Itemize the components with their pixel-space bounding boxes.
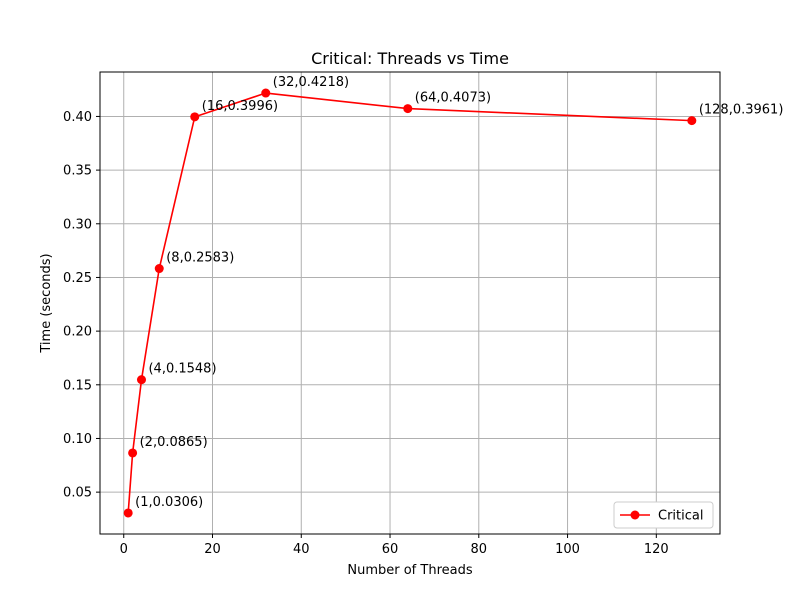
y-tick-label: 0.20 [63,325,92,340]
plot-frame [99,71,721,535]
point-annotations: (1,0.0306) (2,0.0865) (4,0.1548) (8,0.2583)… [135,75,783,510]
x-tick-label: 100 [555,542,580,557]
y-tick-label: 0.30 [63,217,92,232]
data-point-label: (32,0.4218) [273,75,349,90]
data-point-label: (128,0.3961) [699,103,784,118]
x-tick-label: 60 [382,542,399,557]
data-point-marker [403,104,413,114]
x-tick-label: 40 [293,542,310,557]
data-point-marker [261,88,271,98]
legend-box [613,501,714,529]
data-point-marker [136,375,146,385]
x-axis-label: Number of Threads [347,563,472,578]
data-point-label: (16,0.3996) [202,99,278,114]
grid [100,72,720,534]
x-tick-label: 0 [120,542,128,557]
x-axis-ticks: 0 20 40 60 80 100 120 [120,534,669,557]
legend: Critical [613,501,714,529]
x-tick-label: 80 [471,542,488,557]
y-tick-label: 0.25 [63,271,92,286]
legend-marker-swatch [630,510,640,520]
y-tick-label: 0.15 [63,378,92,393]
data-point-label: (4,0.1548) [148,362,216,377]
data-point-marker [687,116,697,126]
y-tick-label: 0.40 [63,110,92,125]
series-line [127,92,692,514]
data-point-marker [154,264,164,274]
data-point-label: (8,0.2583) [166,251,234,266]
data-point-marker [123,508,133,518]
y-tick-label: 0.10 [63,432,92,447]
data-point-marker [128,448,138,458]
legend-label: Critical [658,509,703,524]
data-point-label: (2,0.0865) [140,435,208,450]
x-tick-label: 120 [644,542,669,557]
data-point-label: (64,0.4073) [415,91,491,106]
y-tick-label: 0.35 [63,164,92,179]
data-point-label: (1,0.0306) [135,495,203,510]
data-point-marker [190,112,200,122]
y-axis-ticks: 0.05 0.10 0.15 0.20 0.25 0.30 0.35 0.40 [63,110,100,501]
chart-title: Critical: Threads vs Time [311,49,509,68]
y-tick-label: 0.05 [63,486,92,501]
x-tick-label: 20 [204,542,221,557]
y-axis-label: Time (seconds) [39,253,54,353]
series-group [123,88,697,518]
